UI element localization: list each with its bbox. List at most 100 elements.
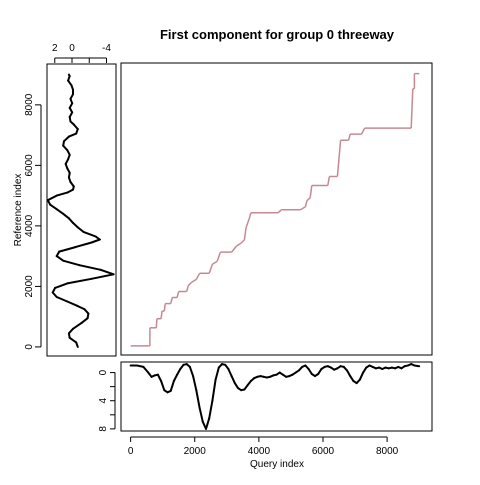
reference-series-segment — [76, 226, 85, 233]
reference-series-segment — [67, 132, 78, 138]
alignment-step-segment — [240, 239, 245, 244]
alignment-step-segment — [277, 209, 282, 214]
alignment-step-segment — [243, 227, 247, 241]
query-index-axis-label: Query index — [250, 459, 304, 470]
alignment-step-segment — [169, 297, 174, 304]
reference-series-segment — [63, 135, 70, 143]
alignment-step-segment — [208, 263, 214, 274]
query-series-segment — [358, 371, 365, 381]
query-series-segment — [413, 364, 421, 368]
alignment-step-segment — [231, 245, 237, 253]
reference-series-segment — [67, 327, 74, 335]
chart-title: First component for group 0 threeway — [160, 27, 395, 42]
reference-series-group — [46, 73, 115, 348]
alignment-step-segment — [212, 260, 218, 265]
alignment-step-segment — [336, 140, 342, 177]
query-series-segment — [176, 368, 182, 376]
reference-series-segment — [55, 255, 65, 262]
reference-series-segment — [72, 123, 79, 131]
reference-series-segment — [76, 305, 86, 311]
alignment-step-segment — [195, 272, 201, 280]
reference-axis-tick-label: 8000 — [24, 93, 35, 116]
query-series-segment — [136, 364, 145, 368]
query-axis-tick-label: 2000 — [184, 446, 207, 457]
query-series-segment — [169, 380, 175, 392]
alignment-step-segment — [306, 197, 311, 202]
reference-series-segment — [66, 188, 74, 194]
reference-series-segment — [62, 212, 70, 220]
reference-series-segment — [51, 291, 58, 298]
query-series-segment — [230, 375, 236, 385]
query-series-segment — [156, 373, 163, 382]
left-panel-frame — [46, 63, 117, 357]
query-series-segment — [205, 417, 211, 430]
reference-axis-tick-label: 6000 — [24, 154, 35, 177]
query-value-axis: 0 4 8 — [98, 369, 116, 432]
query-series-group — [129, 363, 421, 430]
query-series-segment — [214, 366, 220, 381]
reference-series-segment — [99, 268, 115, 276]
reference-series-segment — [55, 191, 69, 197]
reference-index-axis-label: Reference index — [13, 174, 24, 247]
reference-value-axis-tick-label: 0 — [69, 43, 75, 54]
query-axis-tick-label: 8000 — [376, 446, 399, 457]
alignment-step-path-group — [130, 72, 420, 347]
bottom-panel-frame — [120, 361, 433, 432]
alignment-step-segment — [300, 206, 306, 211]
alignment-step-segment — [216, 251, 222, 262]
alignment-step-segment — [309, 185, 313, 198]
reference-value-axis: 2 0 -4 — [52, 43, 111, 63]
reference-series-segment — [62, 144, 69, 152]
reference-series-segment — [54, 282, 69, 289]
main-panel-frame — [120, 62, 433, 356]
reference-series-segment — [68, 336, 78, 344]
reference-series-segment — [66, 300, 79, 308]
query-series-segment — [211, 378, 217, 402]
query-axis-tick-label: 0 — [128, 446, 134, 457]
reference-series-segment — [78, 264, 102, 271]
reference-axis-tick-label: 0 — [24, 344, 35, 350]
query-index-axis: 0 2000 4000 6000 8000 — [128, 436, 399, 457]
reference-series-segment — [72, 221, 79, 229]
query-series-segment — [142, 365, 150, 374]
query-series-segment — [172, 373, 179, 382]
alignment-step-segment — [187, 281, 193, 286]
reference-series-segment — [67, 217, 74, 224]
alignment-step-segment — [191, 278, 197, 284]
query-series-segment — [188, 365, 195, 378]
reference-series-segment — [83, 308, 90, 315]
reference-series-segment — [80, 317, 89, 324]
alignment-step-segment — [155, 318, 158, 328]
query-series-segment — [346, 369, 352, 378]
reference-series-segment — [72, 321, 83, 330]
query-axis-tick-label: 4000 — [248, 446, 271, 457]
reference-axis-tick-label: 2000 — [24, 275, 35, 298]
alignment-step-segment — [347, 133, 351, 141]
query-series-segment — [198, 406, 204, 423]
alignment-step-segment — [304, 200, 308, 207]
query-series-segment — [227, 368, 233, 378]
alignment-step-segment — [176, 291, 180, 298]
reference-series-segment — [49, 203, 58, 211]
reference-series-segment — [46, 194, 58, 202]
reference-series-segment — [90, 238, 101, 244]
alignment-step-segment — [248, 212, 252, 220]
alignment-step-segment — [245, 218, 250, 229]
reference-series-segment — [55, 296, 69, 303]
alignment-step-segment — [185, 285, 190, 292]
reference-value-axis-tick-label: 2 — [52, 43, 58, 54]
query-value-axis-tick-label: 8 — [98, 426, 109, 432]
reference-series-segment — [66, 277, 93, 285]
query-axis-tick-label: 6000 — [312, 446, 335, 457]
reference-series-segment — [82, 230, 97, 238]
reference-series-segment — [90, 273, 115, 280]
query-series-segment — [192, 375, 198, 392]
query-series-segment — [208, 399, 214, 420]
reference-series-segment — [55, 208, 65, 215]
reference-series-segment — [67, 73, 71, 78]
query-value-axis-tick-label: 0 — [98, 369, 109, 375]
alignment-step-segment — [410, 88, 414, 129]
reference-value-axis-tick-label: -4 — [102, 43, 111, 54]
reference-series-segment — [62, 259, 81, 267]
